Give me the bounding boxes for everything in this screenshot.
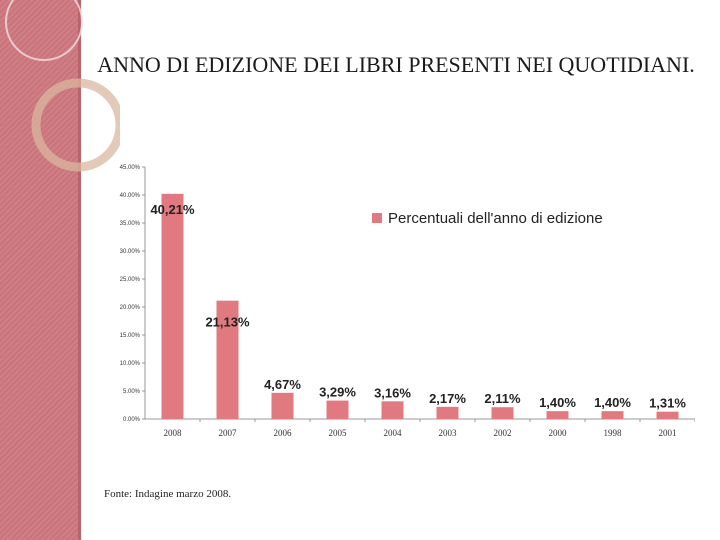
- x-tick-label: 2006: [274, 428, 293, 438]
- x-tick-label: 2000: [549, 428, 568, 438]
- bar-2006: [271, 392, 294, 419]
- x-tick-label: 1998: [604, 428, 623, 438]
- legend-swatch: [372, 213, 382, 223]
- bar-2000: [546, 411, 569, 419]
- slide-sidebar-decoration: [0, 0, 78, 540]
- x-tick-label: 2008: [164, 428, 183, 438]
- bar-chart: 0.00% 5.00% 10.00% 15.00% 20.00% 25.00% 30.00%…: [120, 165, 695, 438]
- y-tick-label: 45.00%: [120, 165, 141, 171]
- bar-2002: [491, 407, 514, 419]
- x-tick-label: 2001: [659, 428, 677, 438]
- bar-2003: [436, 406, 459, 419]
- y-tick-label: 25.00%: [120, 277, 141, 283]
- bar-1998: [601, 411, 624, 419]
- data-label: 2,17%: [429, 391, 466, 406]
- y-tick-label: 20.00%: [120, 305, 141, 311]
- x-tick-label: 2002: [494, 428, 512, 438]
- bar-2004: [381, 401, 404, 419]
- data-label: 21,13%: [205, 315, 250, 330]
- bar-2007: [216, 300, 239, 419]
- y-tick-label: 15.00%: [120, 333, 141, 339]
- y-tick-label: 10.00%: [120, 361, 141, 367]
- data-label: 1,40%: [539, 395, 576, 410]
- x-tick-label: 2007: [219, 428, 238, 438]
- sidebar-edge-line: [78, 0, 81, 540]
- y-tick-label: 35.00%: [120, 221, 141, 227]
- data-label: 40,21%: [150, 202, 195, 217]
- y-tick-label: 0.00%: [123, 417, 141, 423]
- x-tick-label: 2004: [384, 428, 403, 438]
- data-label: 4,67%: [264, 377, 301, 392]
- legend-label: Percentuali dell'anno di edizione: [388, 210, 603, 227]
- y-tick-label: 5.00%: [123, 389, 141, 395]
- data-label: 2,11%: [484, 391, 521, 406]
- x-tick-label: 2003: [439, 428, 458, 438]
- bar-2008: [161, 193, 184, 419]
- data-label: 3,16%: [374, 385, 411, 400]
- y-tick-label: 40.00%: [120, 193, 141, 199]
- bar-2001: [656, 411, 679, 419]
- data-label: 3,29%: [319, 385, 356, 400]
- decorative-circles: [5, 0, 120, 172]
- source-note: Fonte: Indagine marzo 2008.: [104, 488, 232, 500]
- data-label: 1,40%: [594, 395, 631, 410]
- data-label: 1,31%: [649, 396, 686, 411]
- slide-title: ANNO DI EDIZIONE DEI LIBRI PRESENTI NEI …: [97, 52, 695, 77]
- bar-2005: [326, 400, 349, 419]
- y-tick-label: 30.00%: [120, 249, 141, 255]
- x-tick-label: 2005: [329, 428, 348, 438]
